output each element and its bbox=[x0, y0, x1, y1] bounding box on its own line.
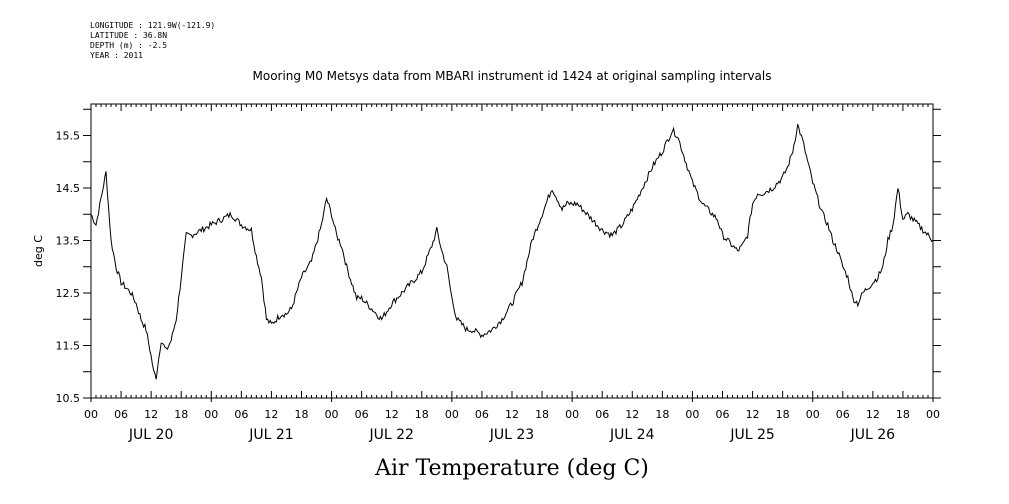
x-tick-label: 18 bbox=[655, 408, 669, 421]
x-tick-label: 06 bbox=[114, 408, 128, 421]
y-tick-label: 15.5 bbox=[56, 130, 81, 143]
x-tick-label: 18 bbox=[776, 408, 790, 421]
x-tick-label: 18 bbox=[535, 408, 549, 421]
x-tick-label: 12 bbox=[505, 408, 519, 421]
chart-title: Mooring M0 Metsys data from MBARI instru… bbox=[253, 69, 772, 83]
x-tick-label: 18 bbox=[295, 408, 309, 421]
plot-frame bbox=[90, 103, 934, 399]
x-tick-label: 06 bbox=[595, 408, 609, 421]
y-tick-label: 10.5 bbox=[56, 392, 81, 405]
x-tick-label: 00 bbox=[565, 408, 579, 421]
mooring-metadata: LONGITUDE : 121.9W(-121.9) LATITUDE : 36… bbox=[90, 21, 215, 61]
x-tick-labels: 00 06 12 18 00 06 12 18 00 06 12 18 00 06 12 18 00 06 12 18… bbox=[84, 408, 940, 421]
x-tick-label: 06 bbox=[475, 408, 489, 421]
x-tick-label: 00 bbox=[84, 408, 98, 421]
date-label: JUL 25 bbox=[729, 427, 774, 443]
y-tick-label: 14.5 bbox=[56, 182, 81, 195]
x-axis-label: Air Temperature (deg C) bbox=[374, 456, 649, 481]
latitude-text: LATITUDE : 36.8N bbox=[90, 31, 168, 40]
date-label: JUL 21 bbox=[248, 427, 293, 443]
y-tick-label: 11.5 bbox=[56, 340, 81, 353]
x-tick-label: 12 bbox=[385, 408, 399, 421]
y-tick-label: 12.5 bbox=[56, 287, 81, 300]
x-tick-label: 06 bbox=[836, 408, 850, 421]
x-tick-label: 00 bbox=[204, 408, 218, 421]
depth-text: DEPTH (m) : -2.5 bbox=[90, 41, 168, 50]
y-tick-label: 13.5 bbox=[56, 235, 81, 248]
x-tick-label: 00 bbox=[445, 408, 459, 421]
x-tick-label: 00 bbox=[685, 408, 699, 421]
date-label: JUL 23 bbox=[489, 427, 534, 443]
x-tick-label: 18 bbox=[896, 408, 910, 421]
x-tick-label: 12 bbox=[866, 408, 880, 421]
x-tick-label: 00 bbox=[926, 408, 940, 421]
x-tick-label: 06 bbox=[355, 408, 369, 421]
axis-ticks bbox=[83, 104, 941, 402]
x-tick-label: 06 bbox=[234, 408, 248, 421]
year-text: YEAR : 2011 bbox=[90, 51, 143, 60]
x-tick-label: 12 bbox=[746, 408, 760, 421]
date-label: JUL 20 bbox=[128, 427, 173, 443]
date-label: JUL 22 bbox=[368, 427, 413, 443]
y-axis-label: deg C bbox=[32, 235, 45, 267]
x-tick-label: 18 bbox=[174, 408, 188, 421]
x-tick-label: 12 bbox=[625, 408, 639, 421]
date-label: JUL 24 bbox=[609, 427, 655, 443]
x-tick-label: 00 bbox=[806, 408, 820, 421]
date-labels: JUL 20 JUL 21 JUL 22 JUL 23 JUL 24 JUL 25 JUL … bbox=[128, 427, 895, 443]
date-label: JUL 26 bbox=[850, 427, 896, 443]
x-tick-label: 00 bbox=[325, 408, 339, 421]
x-tick-label: 12 bbox=[264, 408, 278, 421]
longitude-text: LONGITUDE : 121.9W(-121.9) bbox=[90, 21, 216, 30]
x-tick-label: 18 bbox=[415, 408, 429, 421]
x-tick-label: 06 bbox=[716, 408, 730, 421]
air-temperature-line bbox=[90, 123, 934, 380]
x-tick-label: 12 bbox=[144, 408, 158, 421]
y-tick-labels: 10.5 11.5 12.5 13.5 14.5 15.5 bbox=[56, 130, 81, 406]
